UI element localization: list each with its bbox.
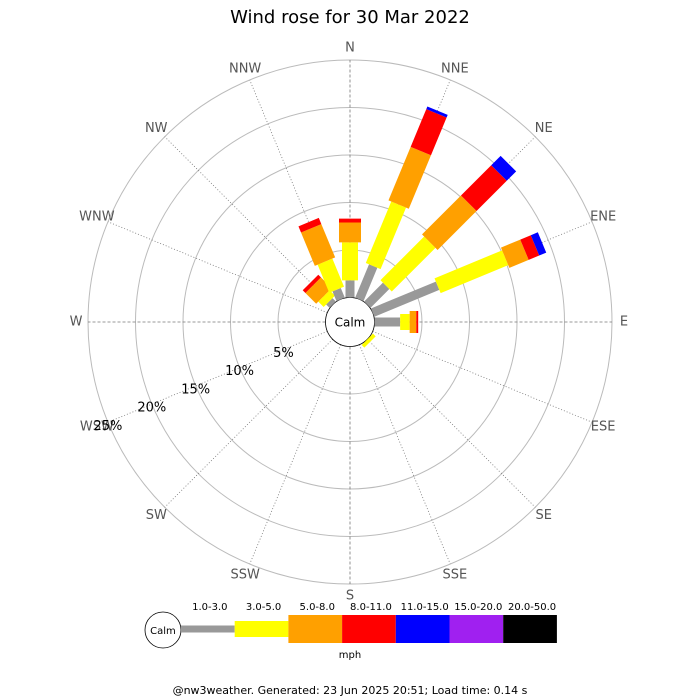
rose-segment: [380, 236, 436, 292]
rose-segment: [530, 232, 547, 256]
legend-swatch: [395, 615, 450, 643]
rose-segment: [422, 195, 477, 250]
direction-label: SSW: [230, 568, 260, 583]
rose-segment: [339, 222, 361, 243]
legend-label: 5.0-8.0: [300, 602, 335, 613]
rose-segment: [426, 106, 448, 118]
chart-title: Wind rose for 30 Mar 2022: [230, 7, 470, 28]
direction-label: SE: [536, 508, 552, 523]
rose-segment: [361, 333, 376, 348]
rose-segment: [410, 109, 447, 156]
r-tick-label: 10%: [225, 364, 254, 379]
direction-label: WSW: [80, 419, 114, 434]
legend-label: 8.0-11.0: [350, 602, 392, 613]
r-tick-label: 15%: [181, 382, 210, 397]
rose-segment: [301, 224, 336, 266]
legend-label: 3.0-5.0: [246, 602, 281, 613]
direction-label: E: [620, 315, 628, 330]
rose-segment: [318, 290, 335, 307]
footer: @nw3weather. Generated: 23 Jun 2025 20:5…: [173, 684, 528, 697]
rose-segment: [332, 287, 345, 302]
rose-segment: [388, 146, 431, 209]
r-tick-label: 20%: [137, 401, 166, 416]
rose-segment: [460, 165, 507, 212]
direction-label: ESE: [591, 419, 616, 434]
direction-label: NW: [145, 121, 168, 136]
rose-segment: [374, 317, 401, 327]
rose-segment: [298, 217, 322, 233]
legend-calm-label: Calm: [150, 626, 176, 637]
legend-swatch: [449, 615, 504, 643]
spoke: [367, 339, 536, 508]
direction-label: S: [346, 589, 354, 604]
rose-segment: [342, 242, 358, 281]
calm-label: Calm: [335, 316, 366, 330]
legend-swatch: [288, 615, 343, 643]
legend-label: 20.0-50.0: [508, 602, 556, 613]
legend-label: 15.0-20.0: [454, 602, 502, 613]
rose-segment: [520, 235, 540, 260]
direction-label: NE: [535, 121, 553, 136]
spoke: [164, 339, 333, 508]
rose-segment: [364, 282, 390, 308]
rose-segment: [326, 298, 336, 308]
rose-segment: [500, 239, 529, 268]
rose-segment: [355, 264, 378, 302]
direction-label: N: [345, 41, 355, 56]
rose-segment: [409, 311, 417, 333]
r-tick-label: 25%: [93, 419, 122, 434]
direction-label: W: [70, 315, 83, 330]
rose-segment: [400, 314, 410, 330]
legend-label: 11.0-15.0: [401, 602, 449, 613]
legend-label: 1.0-3.0: [192, 602, 227, 613]
rose-segment: [434, 250, 509, 294]
r-tick-label: 5%: [273, 346, 294, 361]
direction-label: WNW: [79, 210, 115, 225]
unit-label: mph: [339, 650, 361, 661]
rose-segment: [370, 281, 440, 317]
rose-segment: [302, 274, 321, 293]
spoke: [372, 331, 593, 423]
spoke: [249, 344, 341, 565]
rose-segment: [305, 277, 332, 304]
spoke: [107, 221, 328, 313]
spoke: [164, 136, 333, 305]
direction-label: ENE: [590, 210, 616, 225]
direction-label: NNE: [441, 61, 469, 76]
direction-label: NNW: [229, 61, 261, 76]
direction-label: SW: [146, 508, 167, 523]
legend-swatch: [181, 625, 235, 633]
legend-swatch: [234, 621, 289, 637]
rose-segment: [491, 155, 517, 181]
rose-segment: [345, 280, 355, 298]
legend-swatch: [503, 615, 557, 643]
rose-segment: [339, 218, 361, 223]
rose-segment: [416, 311, 419, 333]
spoke: [107, 331, 328, 423]
rose-segment: [317, 258, 345, 293]
spoke: [359, 344, 451, 565]
rose-segment: [365, 201, 407, 270]
direction-label: SSE: [442, 568, 467, 583]
legend-swatch: [342, 615, 396, 643]
